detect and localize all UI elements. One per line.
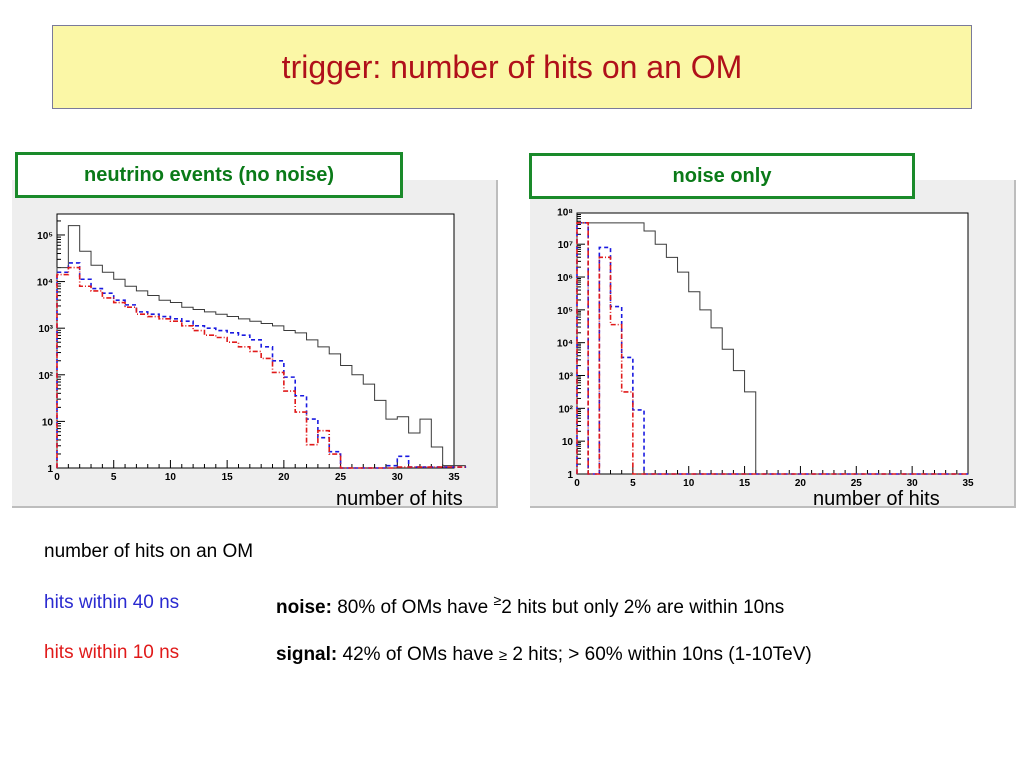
x-tick-label: 5 [111,472,117,483]
x-tick-label: 10 [683,478,695,489]
series-black-line [576,222,968,475]
panel-label-noise-text: noise only [672,164,772,187]
signal-note: signal: 42% of OMs have ≥ 2 hits; > 60% … [276,644,812,666]
series-red-line [576,222,968,475]
signal-note-ge: ≥ [498,647,508,664]
chart-neutrino: 0 5 10 15 20 25 30 35 1 10 10² 10³ 10⁴ 10⁵ [37,213,467,483]
x-tick-label: 35 [448,472,460,483]
panel-label-noise: noise only [529,153,915,199]
panel-label-neutrino: neutrino events (no noise) [15,152,403,198]
y-tick-label: 1 [567,470,573,481]
noise-note-label: noise: [276,597,332,618]
plot-frame [576,212,969,475]
signal-note-label: signal: [276,644,338,665]
x-tick-label: 30 [392,472,404,483]
noise-note-text-b: 2 hits but only 2% are within 10ns [501,597,785,618]
y-tick-label: 10⁷ [558,240,573,251]
y-tick-label: 10⁴ [37,278,53,289]
x-tick-label: 15 [222,472,234,483]
chart-panel-noise: 0 5 10 15 20 25 30 35 1 10 10² 10³ 10⁴ 10⁵ 10⁶ 10⁷ 10⁸ [530,180,1016,508]
series-red-line [56,266,467,469]
noise-note-text-a: 80% of OMs have [331,597,494,618]
noise-note: noise: 80% of OMs have ≥2 hits but only … [276,592,785,619]
y-tick-label: 10² [39,371,54,382]
x-tick-label: 15 [739,478,751,489]
y-tick-label: 10⁵ [557,306,573,317]
x-tick-label: 35 [962,478,974,489]
y-tick-label: 10 [562,437,574,448]
series-black-line [56,225,466,468]
y-tick-label: 10⁵ [37,231,53,242]
plot-frame [56,213,455,469]
chart-noise: 0 5 10 15 20 25 30 35 1 10 10² 10³ 10⁴ 10⁵ 10⁶ 10⁷ 10⁸ [557,207,974,489]
legend-blue: hits within 40 ns [44,592,180,613]
title-box: trigger: number of hits on an OM [52,25,972,109]
x-tick-label: 0 [574,478,580,489]
legend-header: number of hits on an OM [44,541,254,562]
series-blue-line [56,262,467,469]
x-tick-label: 10 [165,472,177,483]
panel-label-neutrino-text: neutrino events (no noise) [83,163,335,186]
x-tick-label: 20 [278,472,290,483]
legend-red: hits within 10 ns [44,642,180,663]
x-tick-label: 25 [335,472,347,483]
x-tick-label: 0 [54,472,60,483]
y-tick-label: 10⁴ [557,339,573,350]
noise-note-ge: ≥ [493,592,502,608]
x-tick-label: 5 [630,478,636,489]
y-tick-label: 10³ [559,372,574,383]
y-tick-label: 10 [42,417,54,428]
signal-note-text-b: 2 hits; > 60% within 10ns (1-10TeV) [507,644,812,665]
xlabel-noise: number of hits [813,488,940,510]
x-tick-label: 30 [907,478,919,489]
signal-note-text-a: 42% of OMs have [337,644,499,665]
chart-panel-neutrino: 0 5 10 15 20 25 30 35 1 10 10² 10³ 10⁴ 10⁵ [12,180,498,508]
y-tick-label: 10⁸ [557,207,573,218]
x-tick-label: 25 [851,478,863,489]
y-tick-label: 10³ [39,324,54,335]
x-tick-label: 20 [795,478,807,489]
y-tick-label: 10⁶ [557,273,573,284]
y-tick-label: 1 [47,464,53,475]
slide-title: trigger: number of hits on an OM [281,48,743,85]
xlabel-neutrino: number of hits [336,488,463,510]
y-tick-label: 10² [559,404,574,415]
